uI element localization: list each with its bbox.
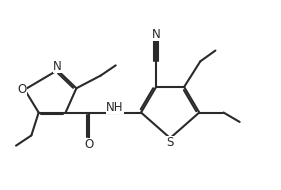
Text: N: N [152,28,160,41]
Text: O: O [84,138,93,151]
Text: S: S [166,136,174,150]
Text: NH: NH [106,101,124,114]
Text: N: N [53,60,62,73]
Text: O: O [17,83,27,96]
